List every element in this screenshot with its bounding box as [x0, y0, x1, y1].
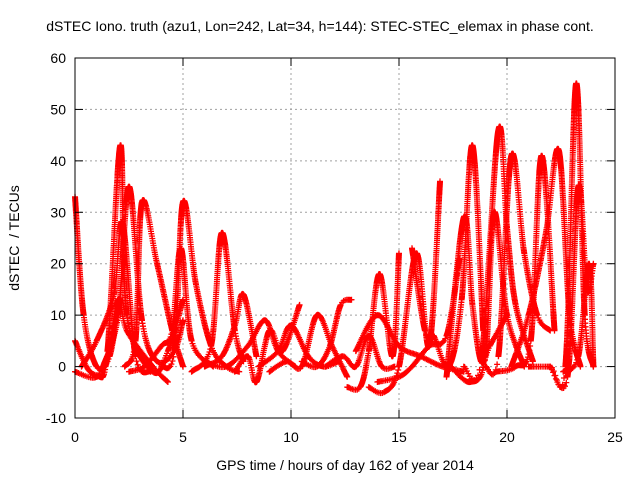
- data-point-markers: [460, 123, 536, 384]
- x-axis-label: GPS time / hours of day 162 of year 2014: [216, 457, 474, 473]
- axis-ticks: -10 0 10 20 30 40 50 60 0 5 10 15 20 25: [46, 50, 623, 445]
- chart-title: dSTEC Iono. truth (azu1, Lon=242, Lat=34…: [46, 18, 594, 34]
- y-tick-label: 50: [50, 101, 66, 117]
- data-series-9: [188, 229, 247, 375]
- data-series-30: [560, 260, 597, 375]
- x-tick-label: 20: [499, 429, 515, 445]
- x-tick-label: 25: [607, 429, 623, 445]
- x-tick-label: 0: [71, 429, 79, 445]
- data-markers: [72, 80, 597, 397]
- x-tick-label: 15: [391, 429, 407, 445]
- data-point-markers: [409, 142, 487, 371]
- y-tick-label: 40: [50, 153, 66, 169]
- plot-frame: [74, 57, 616, 419]
- data-series-12: [231, 301, 303, 386]
- data-point-markers: [188, 229, 247, 375]
- data-point-markers: [560, 260, 597, 375]
- x-tick-label: 10: [283, 429, 299, 445]
- y-tick-label: 20: [50, 256, 66, 272]
- y-tick-label: 60: [50, 50, 66, 66]
- data-series-24: [460, 123, 536, 384]
- y-axis-label: dSTEC / TECUs: [6, 185, 22, 291]
- data-series-21: [409, 142, 487, 371]
- y-tick-label: 0: [58, 359, 66, 375]
- data-series-10: [201, 290, 260, 370]
- y-tick-label: 10: [50, 307, 66, 323]
- data-point-markers: [201, 290, 260, 370]
- y-tick-label: 30: [50, 204, 66, 220]
- data-point-markers: [231, 301, 303, 386]
- y-tick-label: -10: [46, 410, 66, 426]
- data-series-15: [298, 296, 355, 371]
- x-tick-label: 5: [179, 429, 187, 445]
- data-point-markers: [298, 296, 355, 371]
